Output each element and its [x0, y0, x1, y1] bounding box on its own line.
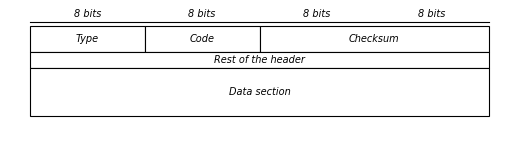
Text: 8 bits: 8 bits [303, 9, 331, 19]
Bar [30, 68, 489, 116]
Text: Type: Type [76, 34, 99, 44]
Text: Rest of the header: Rest of the header [214, 55, 305, 65]
Text: 8 bits: 8 bits [74, 9, 101, 19]
Text: Checksum: Checksum [349, 34, 400, 44]
Text: 8 bits: 8 bits [418, 9, 445, 19]
Text: Data section: Data section [229, 87, 290, 97]
Bar [260, 26, 489, 52]
Text: 8 bits: 8 bits [188, 9, 216, 19]
Bar [145, 26, 260, 52]
Bar [30, 26, 145, 52]
Bar [30, 52, 489, 68]
Text: Code: Code [189, 34, 215, 44]
